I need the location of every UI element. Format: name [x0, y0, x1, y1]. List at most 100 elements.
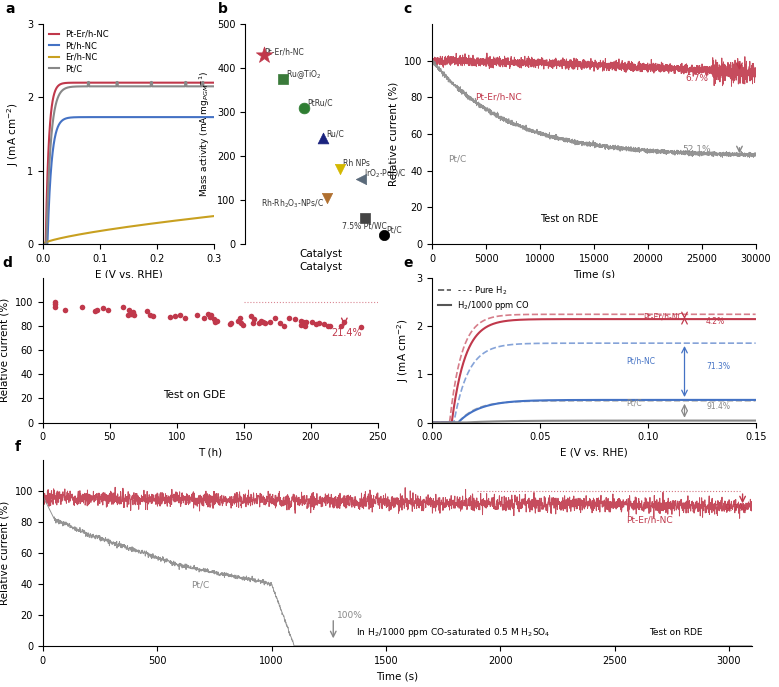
Point [264, 317, 277, 328]
Point [334, 164, 347, 174]
Point [210, 316, 223, 327]
Text: Pt/C: Pt/C [386, 226, 402, 235]
Point [297, 317, 309, 328]
Legend: - - - Pure H$_2$, H$_2$/1000 ppm CO: - - - Pure H$_2$, H$_2$/1000 ppm CO [436, 282, 531, 314]
Text: Ru@TiO$_2$: Ru@TiO$_2$ [286, 68, 322, 80]
Point [299, 320, 312, 331]
Point [355, 173, 368, 184]
X-axis label: E (V vs. RHE): E (V vs. RHE) [95, 269, 162, 279]
Point [89, 306, 101, 317]
Text: Pt-Er/h-NC: Pt-Er/h-NC [626, 515, 672, 524]
Point [127, 306, 139, 317]
Point [59, 305, 72, 316]
Point [231, 315, 244, 326]
Point [277, 320, 290, 331]
Text: 52.1%: 52.1% [682, 145, 711, 155]
Text: 6.7%: 6.7% [686, 74, 709, 83]
Text: 7.5% Pt/WC: 7.5% Pt/WC [342, 221, 387, 231]
Text: PtRu/C: PtRu/C [307, 98, 333, 107]
Y-axis label: Relative current (%): Relative current (%) [0, 298, 9, 403]
Point [164, 311, 176, 322]
Point [97, 302, 109, 313]
Point [318, 319, 330, 330]
Text: Pt-Er/h-NC: Pt-Er/h-NC [475, 92, 522, 101]
X-axis label: Time (s): Time (s) [573, 269, 615, 279]
Point [91, 305, 104, 316]
Point [174, 310, 186, 321]
Text: a: a [5, 2, 15, 16]
Text: 21.4%: 21.4% [331, 328, 361, 338]
Point [247, 317, 259, 328]
Point [253, 318, 266, 329]
Text: 9.7%: 9.7% [724, 504, 747, 513]
Text: IrO$_2$-PdO/C: IrO$_2$-PdO/C [364, 168, 407, 180]
Y-axis label: Relative current (%): Relative current (%) [389, 82, 399, 186]
Text: Pt/C: Pt/C [626, 398, 642, 407]
Point [337, 317, 350, 328]
Text: Pt/C: Pt/C [449, 155, 467, 164]
Text: 71.3%: 71.3% [706, 361, 730, 371]
Text: Test on RDE: Test on RDE [649, 628, 703, 637]
Point [202, 309, 214, 320]
Point [125, 308, 137, 319]
Text: e: e [404, 256, 413, 270]
Text: 91.4%: 91.4% [706, 402, 730, 411]
Point [354, 322, 367, 333]
Point [209, 317, 221, 328]
Point [237, 319, 249, 330]
Point [310, 318, 323, 329]
Text: Test on RDE: Test on RDE [540, 214, 598, 224]
Text: Ru/C: Ru/C [326, 129, 344, 138]
Point [258, 49, 270, 60]
Text: Test on GDE: Test on GDE [164, 390, 226, 401]
Text: Catalyst: Catalyst [300, 262, 343, 272]
Point [306, 317, 319, 328]
Point [198, 312, 210, 323]
X-axis label: Time (s): Time (s) [376, 671, 418, 681]
Point [268, 313, 280, 324]
Point [248, 314, 260, 325]
Text: c: c [404, 2, 411, 16]
X-axis label: Catalyst: Catalyst [300, 249, 343, 260]
Text: Rh-Rh$_2$O$_3$-NPs/C: Rh-Rh$_2$O$_3$-NPs/C [260, 197, 323, 210]
Point [259, 317, 272, 328]
Point [317, 133, 330, 144]
Text: Pt/h-NC: Pt/h-NC [626, 357, 655, 366]
Point [203, 311, 216, 322]
Text: In H$_2$/1000 ppm CO-saturated 0.5 M H$_2$SO$_4$: In H$_2$/1000 ppm CO-saturated 0.5 M H$_… [356, 626, 551, 639]
Point [169, 311, 182, 322]
Point [48, 297, 61, 308]
Text: 100%: 100% [337, 611, 362, 620]
Point [359, 212, 372, 223]
Point [128, 310, 140, 321]
Point [257, 317, 270, 328]
Y-axis label: J (mA cm$^{-2}$): J (mA cm$^{-2}$) [5, 102, 21, 166]
Legend: Pt-Er/h-NC, Pt/h-NC, Er/h-NC, Pt/C: Pt-Er/h-NC, Pt/h-NC, Er/h-NC, Pt/C [47, 28, 111, 75]
Point [273, 317, 286, 328]
Point [294, 319, 307, 330]
Point [324, 320, 337, 331]
X-axis label: T (h): T (h) [199, 448, 222, 458]
Point [313, 318, 326, 329]
Point [321, 192, 333, 203]
Point [122, 310, 135, 321]
Text: Pt/C: Pt/C [192, 580, 210, 589]
Point [288, 313, 301, 324]
Point [101, 304, 114, 315]
Point [298, 319, 310, 330]
Point [255, 315, 267, 326]
Point [123, 304, 136, 315]
Point [49, 301, 62, 312]
Point [300, 317, 312, 328]
Text: Pt-Er/h-NC: Pt-Er/h-NC [264, 48, 304, 57]
Point [49, 298, 62, 309]
Point [335, 321, 347, 332]
Point [117, 302, 129, 313]
Point [224, 319, 236, 330]
Y-axis label: Mass activity (mA mg$_{PGM}$$^{-1}$): Mass activity (mA mg$_{PGM}$$^{-1}$) [197, 71, 212, 197]
Point [191, 310, 203, 321]
Point [298, 102, 311, 113]
Point [277, 74, 290, 85]
Point [141, 306, 153, 317]
Point [295, 316, 308, 327]
